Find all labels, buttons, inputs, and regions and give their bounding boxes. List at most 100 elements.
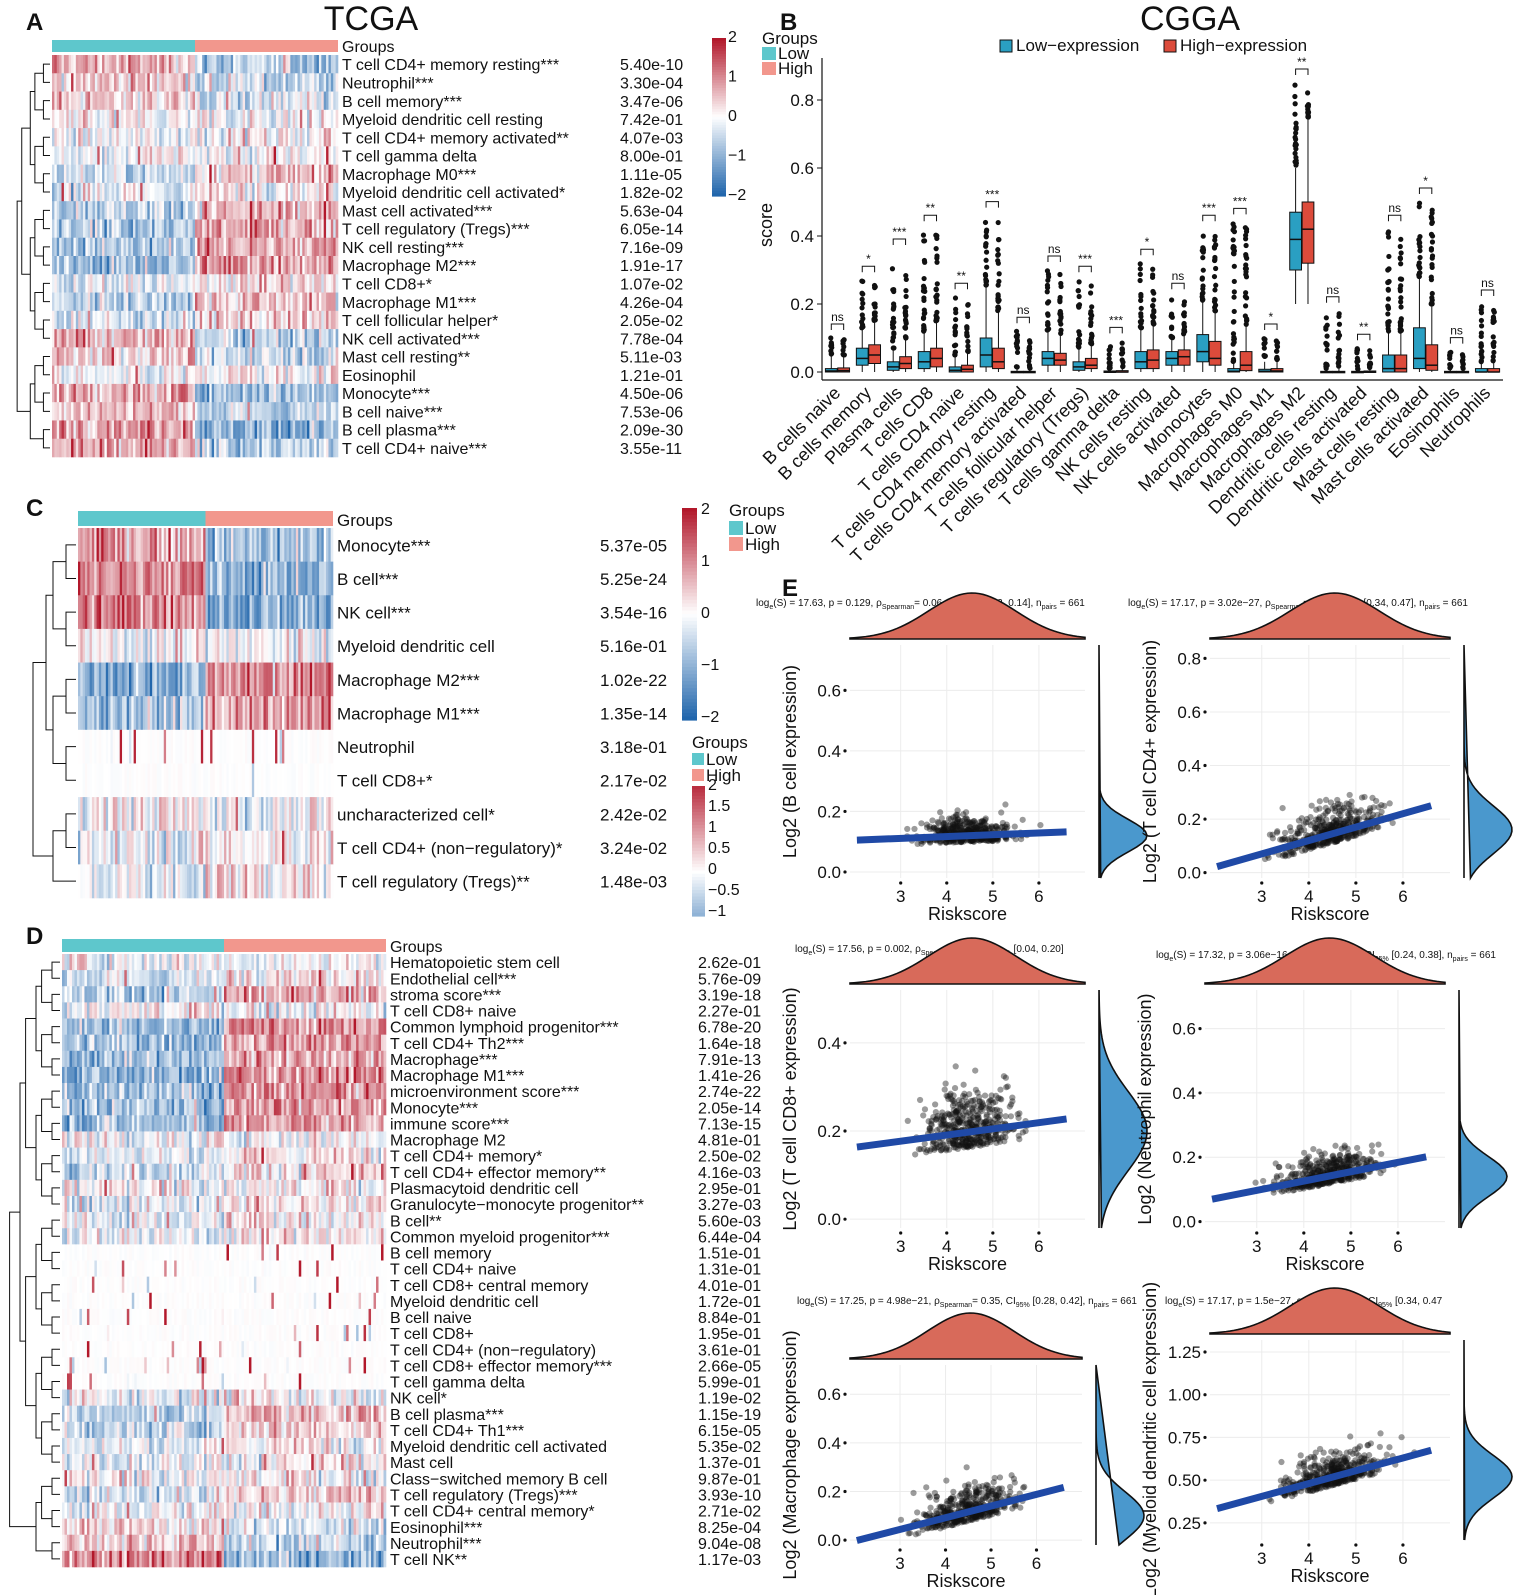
heatmap-cell: [285, 73, 289, 92]
heatmap-cell: [245, 347, 248, 366]
heatmap-cell: [187, 274, 191, 293]
outlier-point: [1151, 309, 1157, 315]
heatmap-cell: [295, 797, 299, 832]
heatmap-cell: [133, 109, 136, 129]
heatmap-cell: [75, 91, 79, 111]
heatmap-cell: [298, 729, 301, 764]
heatmap-cell: [149, 292, 153, 312]
heatmap-row: [52, 182, 339, 202]
heatmap-cell: [115, 763, 118, 798]
heatmap-cell: [73, 146, 77, 165]
heatmap-cell: [103, 628, 107, 663]
heatmap-cell: [254, 292, 258, 312]
heatmap-cell: [138, 864, 141, 899]
heatmap-cell: [161, 109, 165, 129]
heatmap-cell: [190, 365, 193, 385]
heatmap-cell: [195, 438, 198, 458]
heatmap-cell: [279, 696, 283, 731]
heatmap-cell: [211, 91, 215, 111]
heatmap-cell: [300, 763, 304, 798]
heatmap-cell: [195, 256, 198, 275]
outlier-point: [1478, 358, 1484, 364]
heatmap-cell: [125, 164, 129, 184]
heatmap-cell: [256, 696, 260, 731]
heatmap-row-label: T cell CD4+ memory resting***: [342, 57, 559, 74]
heatmap-cell: [318, 256, 322, 275]
dendrogram-branch: [29, 91, 35, 166]
heatmap-cell: [326, 696, 329, 731]
heatmap-row: [78, 528, 334, 562]
outlier-point: [903, 335, 909, 341]
heatmap-cell: [314, 237, 317, 257]
heatmap-cell: [259, 164, 263, 184]
heatmap-cell: [164, 109, 167, 129]
heatmap-cell: [214, 561, 218, 596]
heatmap-cell: [258, 561, 262, 596]
outlier-point: [1336, 321, 1343, 327]
heatmap-cell: [135, 237, 139, 257]
heatmap-row: [78, 729, 334, 764]
heatmap-cell: [183, 109, 186, 129]
outlier-point: [1169, 334, 1175, 340]
heatmap-cell: [210, 528, 213, 562]
heatmap-cell: [117, 528, 121, 562]
heatmap-cell: [282, 662, 285, 697]
heatmap-cell: [131, 595, 134, 630]
box-low: [1134, 351, 1148, 370]
heatmap-cell: [266, 146, 270, 165]
heatmap-cell: [221, 830, 225, 865]
panel-b-letter: B: [780, 9, 797, 36]
heatmap-cell: [161, 310, 165, 330]
heatmap-cell: [230, 402, 234, 421]
outlier-point: [1211, 244, 1218, 250]
heatmap-cell: [130, 182, 134, 202]
heatmap-cell: [199, 365, 203, 385]
heatmap-cell: [240, 292, 243, 312]
heatmap-cell: [111, 420, 115, 440]
heatmap-cell: [182, 830, 185, 865]
outlier-point: [1274, 356, 1280, 362]
scale-tick-label: −1: [728, 148, 746, 165]
heatmap-cell: [221, 146, 224, 165]
heatmap-cell: [219, 864, 223, 899]
heatmap-cell: [171, 73, 174, 92]
heatmap-cell: [252, 164, 255, 184]
heatmap-cell: [207, 628, 211, 663]
heatmap-cell: [217, 864, 220, 899]
heatmap-cell: [142, 237, 146, 257]
scale-swatch: [712, 156, 726, 160]
heatmap-cell: [84, 797, 88, 832]
heatmap-cell: [271, 55, 274, 74]
heatmap-row-label: Macrophage M0***: [342, 167, 476, 184]
heatmap-cell: [85, 146, 89, 165]
heatmap-cell: [283, 201, 286, 220]
heatmap-cell: [144, 274, 148, 293]
heatmap-cell: [293, 830, 297, 865]
outlier-point: [1150, 303, 1156, 309]
heatmap-cell: [192, 73, 196, 92]
box-low: [1382, 354, 1395, 373]
heatmap-cell: [94, 292, 98, 312]
heatmap-cell: [130, 73, 134, 92]
outlier-point: [996, 271, 1002, 277]
heatmap-cell: [147, 329, 151, 348]
heatmap-cell: [318, 438, 322, 458]
heatmap-cell: [224, 864, 227, 899]
heatmap-cell: [108, 561, 111, 596]
heatmap-cell: [144, 164, 148, 184]
significance-label: ns: [831, 310, 844, 324]
heatmap-cell: [75, 146, 79, 165]
heatmap-cell: [230, 55, 234, 74]
heatmap-cell: [323, 420, 327, 440]
heatmap-cell: [264, 128, 267, 147]
heatmap-cell: [268, 365, 272, 385]
outlier-point: [953, 316, 959, 323]
heatmap-cell: [272, 696, 276, 731]
heatmap-cell: [144, 128, 148, 147]
heatmap-cell: [185, 383, 189, 403]
heatmap-cell: [199, 237, 203, 257]
heatmap-cell: [288, 595, 292, 630]
heatmap-cell: [290, 438, 294, 458]
heatmap-cell: [254, 420, 258, 440]
heatmap-cell: [204, 329, 208, 348]
